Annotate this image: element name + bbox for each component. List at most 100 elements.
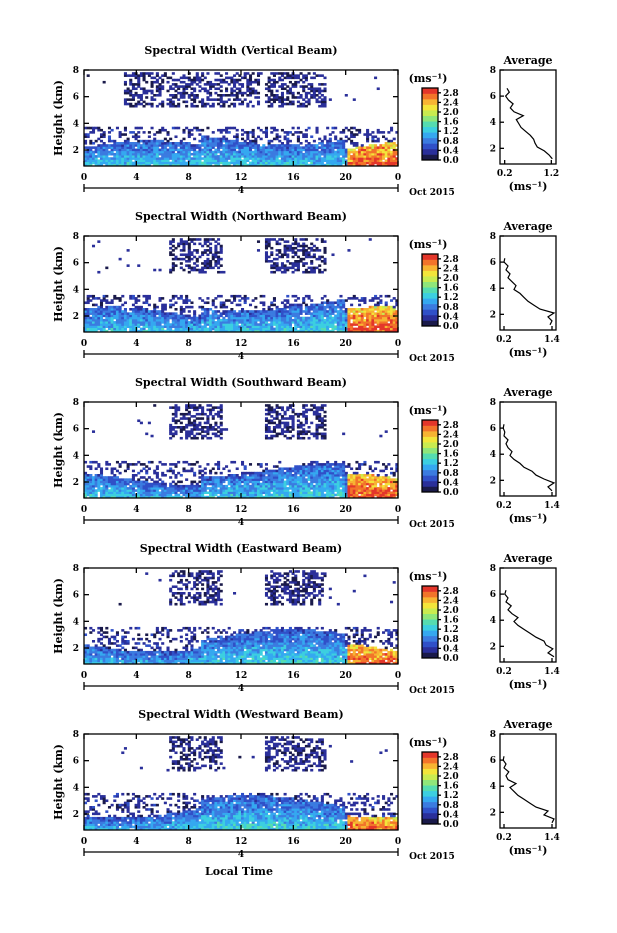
heatmap-cell (316, 127, 319, 130)
heatmap-cell (241, 308, 244, 311)
heatmap-cell (164, 304, 167, 307)
heatmap-cell (135, 149, 138, 152)
heatmap-cell (156, 465, 159, 468)
heatmap-cell (198, 413, 201, 416)
heatmap-cell (129, 98, 132, 101)
heatmap-cell (278, 238, 281, 241)
heatmap-cell (177, 426, 180, 429)
heatmap-cell (329, 98, 332, 101)
heatmap-cell (302, 317, 305, 320)
heatmap-cell (238, 87, 241, 90)
heatmap-cell (222, 467, 225, 470)
x-tick-label: 12 (235, 173, 248, 183)
heatmap-cell (358, 299, 361, 302)
heatmap-cell (198, 465, 201, 468)
heatmap-cell (302, 85, 305, 88)
heatmap-cell (273, 127, 276, 130)
heatmap-cell (294, 269, 297, 272)
heatmap-cell (270, 98, 273, 101)
heatmap-cell (276, 90, 279, 93)
heatmap-cell (225, 87, 228, 90)
colorbar-swatch (422, 127, 438, 133)
profile-y-tick-label: 4 (490, 118, 496, 128)
heatmap-cell (238, 79, 241, 82)
heatmap-cell (89, 465, 92, 468)
heatmap-cell (347, 297, 350, 300)
heatmap-cell (190, 133, 193, 136)
heatmap-cell (206, 437, 209, 440)
heatmap-cell (182, 138, 185, 141)
heatmap-cell (185, 424, 188, 427)
heatmap-cell (305, 249, 308, 252)
heatmap-cell (228, 77, 231, 80)
heatmap-cell (238, 295, 241, 298)
heatmap-cell (294, 238, 297, 241)
heatmap-cell (206, 491, 209, 494)
heatmap-cell (92, 476, 95, 479)
heatmap-cell (190, 301, 193, 304)
heatmap-cell (302, 153, 305, 156)
heatmap-cell (220, 264, 223, 267)
heatmap-cell (363, 308, 366, 311)
heatmap-cell (129, 295, 132, 298)
heatmap-cell (166, 312, 169, 315)
heatmap-cell (323, 269, 326, 272)
heatmap-cell (276, 129, 279, 132)
heatmap-cell (169, 467, 172, 470)
heatmap-cell (174, 135, 177, 138)
heatmap-cell (265, 409, 268, 412)
heatmap-cell (331, 142, 334, 145)
heatmap-cell (140, 476, 143, 479)
heatmap-cell (169, 269, 172, 272)
heatmap-cell (278, 105, 281, 108)
heatmap-cell (185, 404, 188, 407)
heatmap-cell (308, 83, 311, 86)
heatmap-cell (220, 129, 223, 132)
heatmap-cell (124, 72, 127, 75)
heatmap-cell (225, 476, 228, 479)
heatmap-cell (347, 308, 350, 311)
heatmap-cell (270, 144, 273, 147)
heatmap-cell (185, 92, 188, 95)
heatmap-cell (121, 142, 124, 145)
heatmap-cell (201, 312, 204, 315)
heatmap-cell (135, 142, 138, 145)
heatmap-cell (353, 149, 356, 152)
heatmap-cell (241, 129, 244, 132)
heatmap-cell (172, 94, 175, 97)
heatmap-cell (273, 94, 276, 97)
heatmap-cell (308, 92, 311, 95)
heatmap-cell (350, 304, 353, 307)
heatmap-cell (140, 144, 143, 147)
heatmap-cell (230, 461, 233, 464)
heatmap-cell (302, 81, 305, 84)
heatmap-cell (151, 478, 154, 481)
heatmap-cell (305, 238, 308, 241)
heatmap-cell (198, 417, 201, 420)
heatmap-cell (241, 142, 244, 145)
heatmap-cell (201, 299, 204, 302)
heatmap-cell (108, 476, 111, 479)
heatmap-cell (161, 463, 164, 466)
heatmap-cell (244, 465, 247, 468)
date-label: Oct 2015 (409, 188, 455, 198)
heatmap-cell (252, 81, 255, 84)
y-tick-label: 6 (73, 259, 79, 269)
heatmap-cell (220, 79, 223, 82)
heatmap-cell (169, 476, 172, 479)
heatmap-cell (188, 315, 191, 318)
heatmap-cell (198, 476, 201, 479)
profile-x-tick-label: 0.2 (496, 335, 512, 345)
heatmap-cell (206, 127, 209, 130)
heatmap-cell (156, 306, 159, 309)
heatmap-cell (193, 127, 196, 130)
heatmap-cell (140, 463, 143, 466)
heatmap-cell (358, 304, 361, 307)
profile-y-tick-label: 6 (490, 92, 496, 102)
heatmap-cell (182, 85, 185, 88)
heatmap-cell (358, 308, 361, 311)
heatmap-cell (225, 306, 228, 309)
heatmap-cell (244, 72, 247, 75)
heatmap-cell (206, 308, 209, 311)
heatmap-cell (129, 485, 132, 488)
